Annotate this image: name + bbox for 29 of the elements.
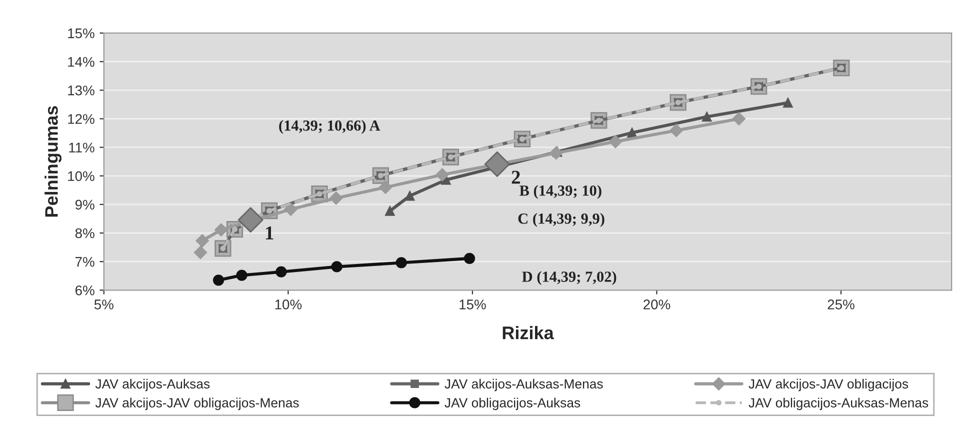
legend-label: JAV akcijos-JAV obligacijos <box>748 378 908 392</box>
y-tick-label: 11% <box>69 142 94 152</box>
annotation: (14,39; 10,66) A <box>279 120 380 134</box>
legend-label: JAV akcijos-Auksas <box>95 378 210 392</box>
annotation: B (14,39; 10) <box>520 185 602 199</box>
y-axis-title: Pelningumas <box>44 106 62 217</box>
y-tick-label: 7% <box>76 256 94 267</box>
annotation: 1 <box>266 226 274 240</box>
y-tick-label: 10% <box>68 171 94 182</box>
x-tick-label: 10% <box>275 300 302 310</box>
y-tick-label: 8% <box>75 228 94 238</box>
annotation: C (14,39; 9,9) <box>518 213 604 227</box>
y-tick-label: 9% <box>75 200 94 210</box>
x-tick-label: 15% <box>460 300 486 310</box>
y-tick-label: 15% <box>68 28 94 38</box>
x-tick-label: 5% <box>94 300 114 310</box>
annotation: 2 <box>512 170 520 184</box>
legend-label: JAV obligacijos-Auksas-Menas <box>748 398 928 410</box>
y-tick-label: 13% <box>68 86 94 96</box>
x-tick-label: 20% <box>644 300 670 310</box>
x-tick-label: 25% <box>828 300 854 310</box>
annotation: D (14,39; 7,02) <box>522 271 616 285</box>
y-tick-label: 14% <box>68 57 94 67</box>
y-tick-label: 12% <box>68 114 94 124</box>
y-tick-label: 6% <box>76 285 94 296</box>
x-axis-title: Rizika <box>502 326 554 340</box>
legend-label: JAV obligacijos-Auksas <box>444 398 580 410</box>
legend-label: JAV akcijos-Auksas-Menas <box>444 378 603 392</box>
legend-label: JAV akcijos-JAV obligacijos-Menas <box>95 398 299 410</box>
